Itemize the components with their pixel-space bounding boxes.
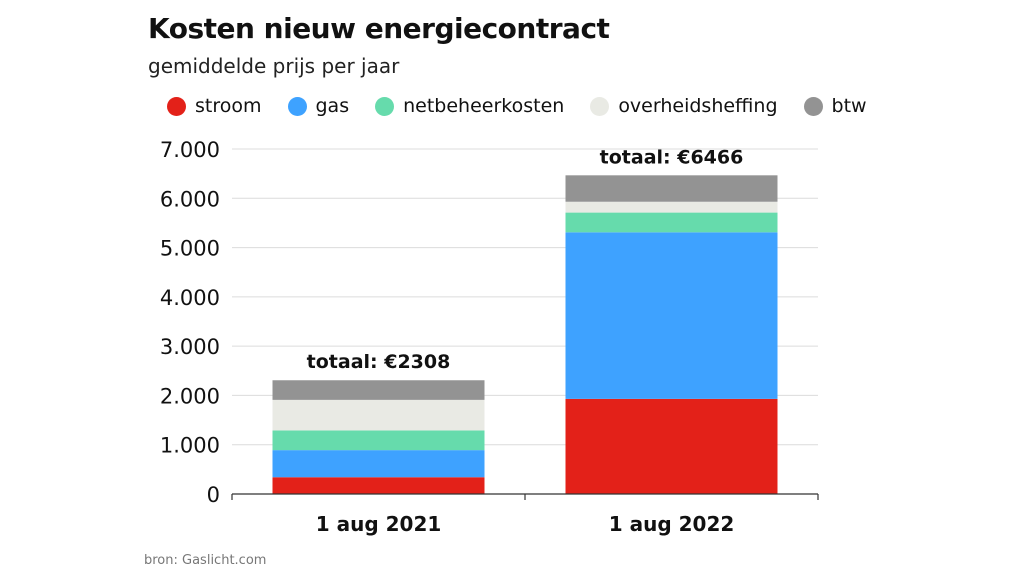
y-tick-label: 5.000 bbox=[160, 237, 220, 261]
x-category-label: 1 aug 2022 bbox=[609, 512, 735, 536]
y-tick-label: 6.000 bbox=[160, 187, 220, 211]
bar-segment-overheidsheffing bbox=[272, 399, 485, 431]
chart-subtitle: gemiddelde prijs per jaar bbox=[148, 54, 400, 78]
bar-segment-btw bbox=[565, 175, 778, 202]
bar-segment-stroom bbox=[565, 398, 778, 494]
y-tick-label: 0 bbox=[207, 483, 220, 507]
chart-title: Kosten nieuw energiecontract bbox=[148, 12, 610, 45]
bar-segment-netbeheerkosten bbox=[272, 430, 485, 451]
legend-item-netbeheerkosten: netbeheerkosten bbox=[375, 95, 564, 117]
legend-label-btw: btw bbox=[831, 95, 867, 117]
total-label: totaal: €2308 bbox=[307, 351, 451, 373]
y-tick-label: 3.000 bbox=[160, 335, 220, 359]
legend-item-overheidsheffing: overheidsheffing bbox=[590, 95, 778, 117]
x-category-label: 1 aug 2021 bbox=[316, 512, 442, 536]
legend-item-btw: btw bbox=[803, 95, 867, 117]
legend-label-gas: gas bbox=[315, 95, 350, 117]
y-tick-label: 7.000 bbox=[160, 138, 220, 162]
bar-segment-netbeheerkosten bbox=[565, 212, 778, 233]
legend-label-netbeheerkosten: netbeheerkosten bbox=[403, 95, 565, 117]
y-tick-label: 2.000 bbox=[160, 384, 220, 408]
bar-segment-overheidsheffing bbox=[565, 201, 778, 213]
legend-label-stroom: stroom bbox=[195, 95, 262, 117]
total-label: totaal: €6466 bbox=[600, 146, 744, 168]
legend: stroom gas netbeheerkosten overheidsheff… bbox=[167, 95, 867, 117]
y-tick-label: 4.000 bbox=[160, 286, 220, 310]
legend-label-overheidsheffing: overheidsheffing bbox=[618, 95, 778, 117]
legend-dot-netbeheerkosten bbox=[375, 96, 395, 116]
legend-dot-gas bbox=[287, 96, 307, 116]
y-tick-label: 1.000 bbox=[160, 434, 220, 458]
bar-segment-stroom bbox=[272, 477, 485, 494]
legend-dot-overheidsheffing bbox=[590, 96, 610, 116]
bar-segment-gas bbox=[565, 232, 778, 399]
source-note: bron: Gaslicht.com bbox=[144, 553, 267, 568]
bar-segment-gas bbox=[272, 450, 485, 478]
legend-item-stroom: stroom bbox=[167, 95, 262, 117]
legend-dot-btw bbox=[803, 96, 823, 116]
legend-item-gas: gas bbox=[287, 95, 350, 117]
bar-segment-btw bbox=[272, 380, 485, 400]
legend-dot-stroom bbox=[167, 96, 186, 116]
